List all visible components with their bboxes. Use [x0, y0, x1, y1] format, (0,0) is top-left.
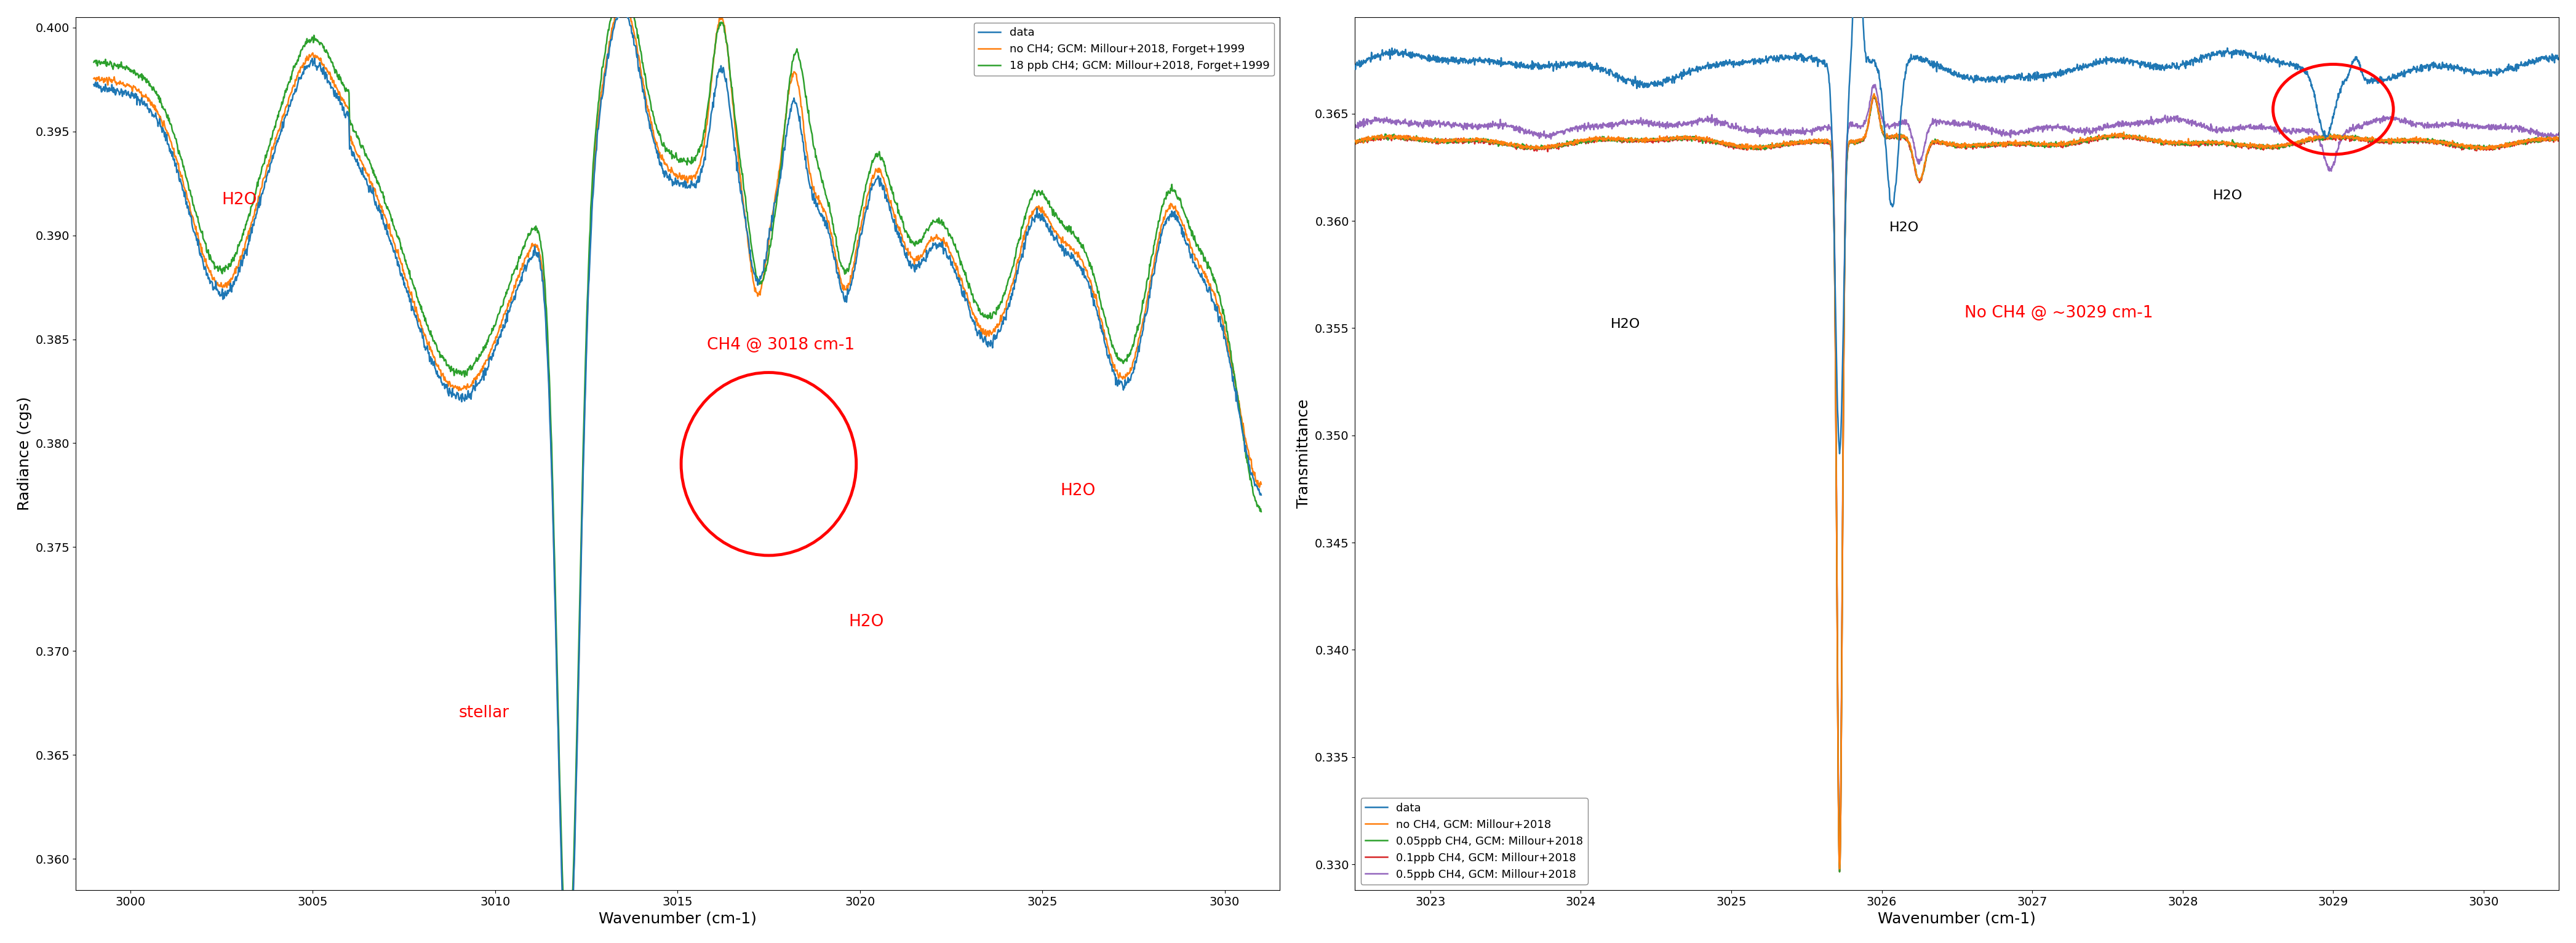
18 ppb CH4; GCM: Millour+2018, Forget+1999: (3.03e+03, 0.385): Millour+2018, Forget+1999: (3.03e+03, 0.…: [1213, 336, 1244, 347]
0.05ppb CH4, GCM: Millour+2018: (3.03e+03, 0.364): Millour+2018: (3.03e+03, 0.364): [2519, 136, 2550, 147]
18 ppb CH4; GCM: Millour+2018, Forget+1999: (3.02e+03, 0.389): Millour+2018, Forget+1999: (3.02e+03, 0.…: [999, 256, 1030, 267]
data: [2543, 53, 2573, 64]
data: [1340, 60, 1370, 72]
0.05ppb CH4, GCM: Millour+2018: (3.02e+03, 0.364): Millour+2018: (3.02e+03, 0.364): [1340, 137, 1370, 148]
0.1ppb CH4, GCM: Millour+2018: (3.03e+03, 0.364): Millour+2018: (3.03e+03, 0.364): [1801, 138, 1832, 149]
0.1ppb CH4, GCM: Millour+2018: (3.02e+03, 0.364): Millour+2018: (3.02e+03, 0.364): [1476, 137, 1507, 148]
0.05ppb CH4, GCM: Millour+2018: (3.03e+03, 0.364): Millour+2018: (3.03e+03, 0.364): [1801, 136, 1832, 147]
Line: data: data: [1355, 0, 2558, 454]
no CH4; GCM: Millour+2018, Forget+1999: (3.02e+03, 0.388): Millour+2018, Forget+1999: (3.02e+03, 0.…: [999, 273, 1030, 284]
data: [1476, 55, 1507, 66]
no CH4, GCM: Millour+2018: (3.03e+03, 0.364): Millour+2018: (3.03e+03, 0.364): [2391, 136, 2421, 147]
0.1ppb CH4, GCM: Millour+2018: (3.03e+03, 0.364): Millour+2018: (3.03e+03, 0.364): [2391, 136, 2421, 147]
data: [1213, 351, 1244, 362]
no CH4; GCM: Millour+2018, Forget+1999: (3e+03, 0.398): Millour+2018, Forget+1999: (3e+03, 0.398…: [77, 73, 108, 84]
no CH4; GCM: Millour+2018, Forget+1999: (3e+03, 0.396): Millour+2018, Forget+1999: (3e+03, 0.396…: [139, 102, 170, 113]
0.5ppb CH4, GCM: Millour+2018: (3.02e+03, 0.364): Millour+2018: (3.02e+03, 0.364): [1476, 121, 1507, 132]
0.05ppb CH4, GCM: Millour+2018: (3.02e+03, 0.364): Millour+2018: (3.02e+03, 0.364): [1548, 140, 1579, 151]
0.05ppb CH4, GCM: Millour+2018: (3.02e+03, 0.364): Millour+2018: (3.02e+03, 0.364): [1476, 135, 1507, 146]
no CH4, GCM: Millour+2018: (3.03e+03, 0.364): Millour+2018: (3.03e+03, 0.364): [2519, 134, 2550, 145]
0.5ppb CH4, GCM: Millour+2018: (3.03e+03, 0.364): Millour+2018: (3.03e+03, 0.364): [1801, 124, 1832, 136]
Text: H2O: H2O: [2213, 190, 2244, 202]
data: [1824, 448, 1855, 459]
0.05ppb CH4, GCM: Millour+2018: (3.03e+03, 0.33): Millour+2018: (3.03e+03, 0.33): [1824, 866, 1855, 877]
18 ppb CH4; GCM: Millour+2018, Forget+1999: (3e+03, 0.398): Millour+2018, Forget+1999: (3e+03, 0.398…: [77, 57, 108, 68]
Text: stellar: stellar: [459, 705, 510, 721]
no CH4; GCM: Millour+2018, Forget+1999: (3.01e+03, 0.394): Millour+2018, Forget+1999: (3.01e+03, 0.…: [647, 152, 677, 163]
no CH4; GCM: Millour+2018, Forget+1999: (3.03e+03, 0.384): Millour+2018, Forget+1999: (3.03e+03, 0.…: [1213, 346, 1244, 357]
data: [1855, 54, 1886, 65]
0.1ppb CH4, GCM: Millour+2018: (3.03e+03, 0.364): Millour+2018: (3.03e+03, 0.364): [2543, 132, 2573, 143]
data: [1247, 489, 1278, 501]
0.1ppb CH4, GCM: Millour+2018: (3.02e+03, 0.363): Millour+2018: (3.02e+03, 0.363): [1548, 141, 1579, 152]
data: [999, 284, 1030, 295]
18 ppb CH4; GCM: Millour+2018, Forget+1999: (3.03e+03, 0.385): Millour+2018, Forget+1999: (3.03e+03, 0.…: [1213, 330, 1244, 341]
0.05ppb CH4, GCM: Millour+2018: (3.03e+03, 0.364): Millour+2018: (3.03e+03, 0.364): [2391, 134, 2421, 145]
data: [1213, 347, 1244, 358]
data: [77, 79, 108, 91]
no CH4; GCM: Millour+2018, Forget+1999: (3.03e+03, 0.378): Millour+2018, Forget+1999: (3.03e+03, 0.…: [1247, 478, 1278, 489]
18 ppb CH4; GCM: Millour+2018, Forget+1999: (3.03e+03, 0.377): Millour+2018, Forget+1999: (3.03e+03, 0.…: [1247, 506, 1278, 518]
0.5ppb CH4, GCM: Millour+2018: (3.03e+03, 0.366): Millour+2018: (3.03e+03, 0.366): [1860, 79, 1891, 91]
Line: 0.05ppb CH4, GCM: Millour+2018: 0.05ppb CH4, GCM: Millour+2018: [1355, 95, 2558, 871]
data: [2391, 66, 2421, 77]
no CH4, GCM: Millour+2018: (3.02e+03, 0.364): Millour+2018: (3.02e+03, 0.364): [1476, 136, 1507, 147]
18 ppb CH4; GCM: Millour+2018, Forget+1999: (3.01e+03, 0.401): Millour+2018, Forget+1999: (3.01e+03, 0.…: [616, 0, 647, 11]
X-axis label: Wavenumber (cm-1): Wavenumber (cm-1): [1878, 911, 2035, 926]
Text: No CH4 @ ~3029 cm-1: No CH4 @ ~3029 cm-1: [1965, 306, 2154, 321]
0.05ppb CH4, GCM: Millour+2018: (3.03e+03, 0.365): Millour+2018: (3.03e+03, 0.365): [1855, 111, 1886, 123]
Line: 18 ppb CH4; GCM: Millour+2018, Forget+1999: 18 ppb CH4; GCM: Millour+2018, Forget+19…: [93, 0, 1262, 943]
18 ppb CH4; GCM: Millour+2018, Forget+1999: (3e+03, 0.397): Millour+2018, Forget+1999: (3e+03, 0.397…: [139, 81, 170, 92]
Text: H2O: H2O: [1061, 483, 1095, 499]
no CH4, GCM: Millour+2018: (3.03e+03, 0.364): Millour+2018: (3.03e+03, 0.364): [1801, 135, 1832, 146]
Text: H2O: H2O: [1888, 222, 1919, 234]
Y-axis label: Radiance (cgs): Radiance (cgs): [18, 396, 31, 510]
no CH4, GCM: Millour+2018: (3.02e+03, 0.364): Millour+2018: (3.02e+03, 0.364): [1548, 139, 1579, 150]
no CH4, GCM: Millour+2018: (3.02e+03, 0.364): Millour+2018: (3.02e+03, 0.364): [1340, 135, 1370, 146]
no CH4, GCM: Millour+2018: (3.03e+03, 0.33): Millour+2018: (3.03e+03, 0.33): [1824, 863, 1855, 874]
Line: data: data: [93, 7, 1262, 943]
0.05ppb CH4, GCM: Millour+2018: (3.03e+03, 0.364): Millour+2018: (3.03e+03, 0.364): [2543, 134, 2573, 145]
data: [616, 27, 647, 39]
no CH4; GCM: Millour+2018, Forget+1999: (3.01e+03, 0.4): Millour+2018, Forget+1999: (3.01e+03, 0.…: [616, 16, 647, 27]
0.5ppb CH4, GCM: Millour+2018: (3.03e+03, 0.364): Millour+2018: (3.03e+03, 0.364): [2543, 127, 2573, 139]
Line: 0.5ppb CH4, GCM: Millour+2018: 0.5ppb CH4, GCM: Millour+2018: [1355, 85, 2558, 855]
0.1ppb CH4, GCM: Millour+2018: (3.03e+03, 0.364): Millour+2018: (3.03e+03, 0.364): [2519, 135, 2550, 146]
0.5ppb CH4, GCM: Millour+2018: (3.02e+03, 0.364): Millour+2018: (3.02e+03, 0.364): [1548, 128, 1579, 140]
Line: 0.1ppb CH4, GCM: Millour+2018: 0.1ppb CH4, GCM: Millour+2018: [1355, 96, 2558, 871]
0.1ppb CH4, GCM: Millour+2018: (3.03e+03, 0.366): Millour+2018: (3.03e+03, 0.366): [1857, 91, 1888, 102]
Text: H2O: H2O: [850, 614, 884, 630]
data: [1801, 52, 1832, 63]
no CH4, GCM: Millour+2018: (3.03e+03, 0.366): Millour+2018: (3.03e+03, 0.366): [1860, 88, 1891, 99]
Line: no CH4, GCM: Millour+2018: no CH4, GCM: Millour+2018: [1355, 93, 2558, 869]
X-axis label: Wavenumber (cm-1): Wavenumber (cm-1): [598, 911, 757, 926]
0.05ppb CH4, GCM: Millour+2018: (3.03e+03, 0.366): Millour+2018: (3.03e+03, 0.366): [1857, 90, 1888, 101]
0.5ppb CH4, GCM: Millour+2018: (3.03e+03, 0.33): Millour+2018: (3.03e+03, 0.33): [1824, 850, 1855, 861]
no CH4; GCM: Millour+2018, Forget+1999: (3.03e+03, 0.385): Millour+2018, Forget+1999: (3.03e+03, 0.…: [1213, 339, 1244, 351]
0.1ppb CH4, GCM: Millour+2018: (3.02e+03, 0.364): Millour+2018: (3.02e+03, 0.364): [1340, 137, 1370, 148]
0.5ppb CH4, GCM: Millour+2018: (3.03e+03, 0.365): Millour+2018: (3.03e+03, 0.365): [1855, 103, 1886, 114]
Y-axis label: Transmittance: Transmittance: [1296, 399, 1311, 508]
no CH4; GCM: Millour+2018, Forget+1999: (3.01e+03, 0.401): Millour+2018, Forget+1999: (3.01e+03, 0.…: [608, 0, 639, 8]
Text: H2O: H2O: [222, 191, 258, 207]
Legend: data, no CH4; GCM: Millour+2018, Forget+1999, 18 ppb CH4; GCM: Millour+2018, For: data, no CH4; GCM: Millour+2018, Forget+…: [974, 23, 1275, 75]
18 ppb CH4; GCM: Millour+2018, Forget+1999: (3.01e+03, 0.394): Millour+2018, Forget+1999: (3.01e+03, 0.…: [647, 140, 677, 151]
Text: H2O: H2O: [1610, 318, 1641, 331]
Text: CH4 @ 3018 cm-1: CH4 @ 3018 cm-1: [706, 338, 855, 354]
0.1ppb CH4, GCM: Millour+2018: (3.03e+03, 0.365): Millour+2018: (3.03e+03, 0.365): [1855, 112, 1886, 124]
data: [139, 109, 170, 121]
no CH4, GCM: Millour+2018: (3.03e+03, 0.365): Millour+2018: (3.03e+03, 0.365): [1855, 112, 1886, 124]
Legend: data, no CH4, GCM: Millour+2018, 0.05ppb CH4, GCM: Millour+2018, 0.1ppb CH4, GCM: data, no CH4, GCM: Millour+2018, 0.05ppb…: [1360, 798, 1587, 885]
0.5ppb CH4, GCM: Millour+2018: (3.02e+03, 0.364): Millour+2018: (3.02e+03, 0.364): [1340, 121, 1370, 132]
0.1ppb CH4, GCM: Millour+2018: (3.03e+03, 0.33): Millour+2018: (3.03e+03, 0.33): [1824, 866, 1855, 877]
0.5ppb CH4, GCM: Millour+2018: (3.03e+03, 0.364): Millour+2018: (3.03e+03, 0.364): [2519, 126, 2550, 138]
data: [1548, 56, 1579, 67]
data: [647, 163, 677, 174]
no CH4, GCM: Millour+2018: (3.03e+03, 0.364): Millour+2018: (3.03e+03, 0.364): [2543, 132, 2573, 143]
0.5ppb CH4, GCM: Millour+2018: (3.03e+03, 0.365): Millour+2018: (3.03e+03, 0.365): [2391, 117, 2421, 128]
data: [2519, 57, 2550, 68]
Line: no CH4; GCM: Millour+2018, Forget+1999: no CH4; GCM: Millour+2018, Forget+1999: [93, 2, 1262, 943]
data: [608, 1, 639, 12]
